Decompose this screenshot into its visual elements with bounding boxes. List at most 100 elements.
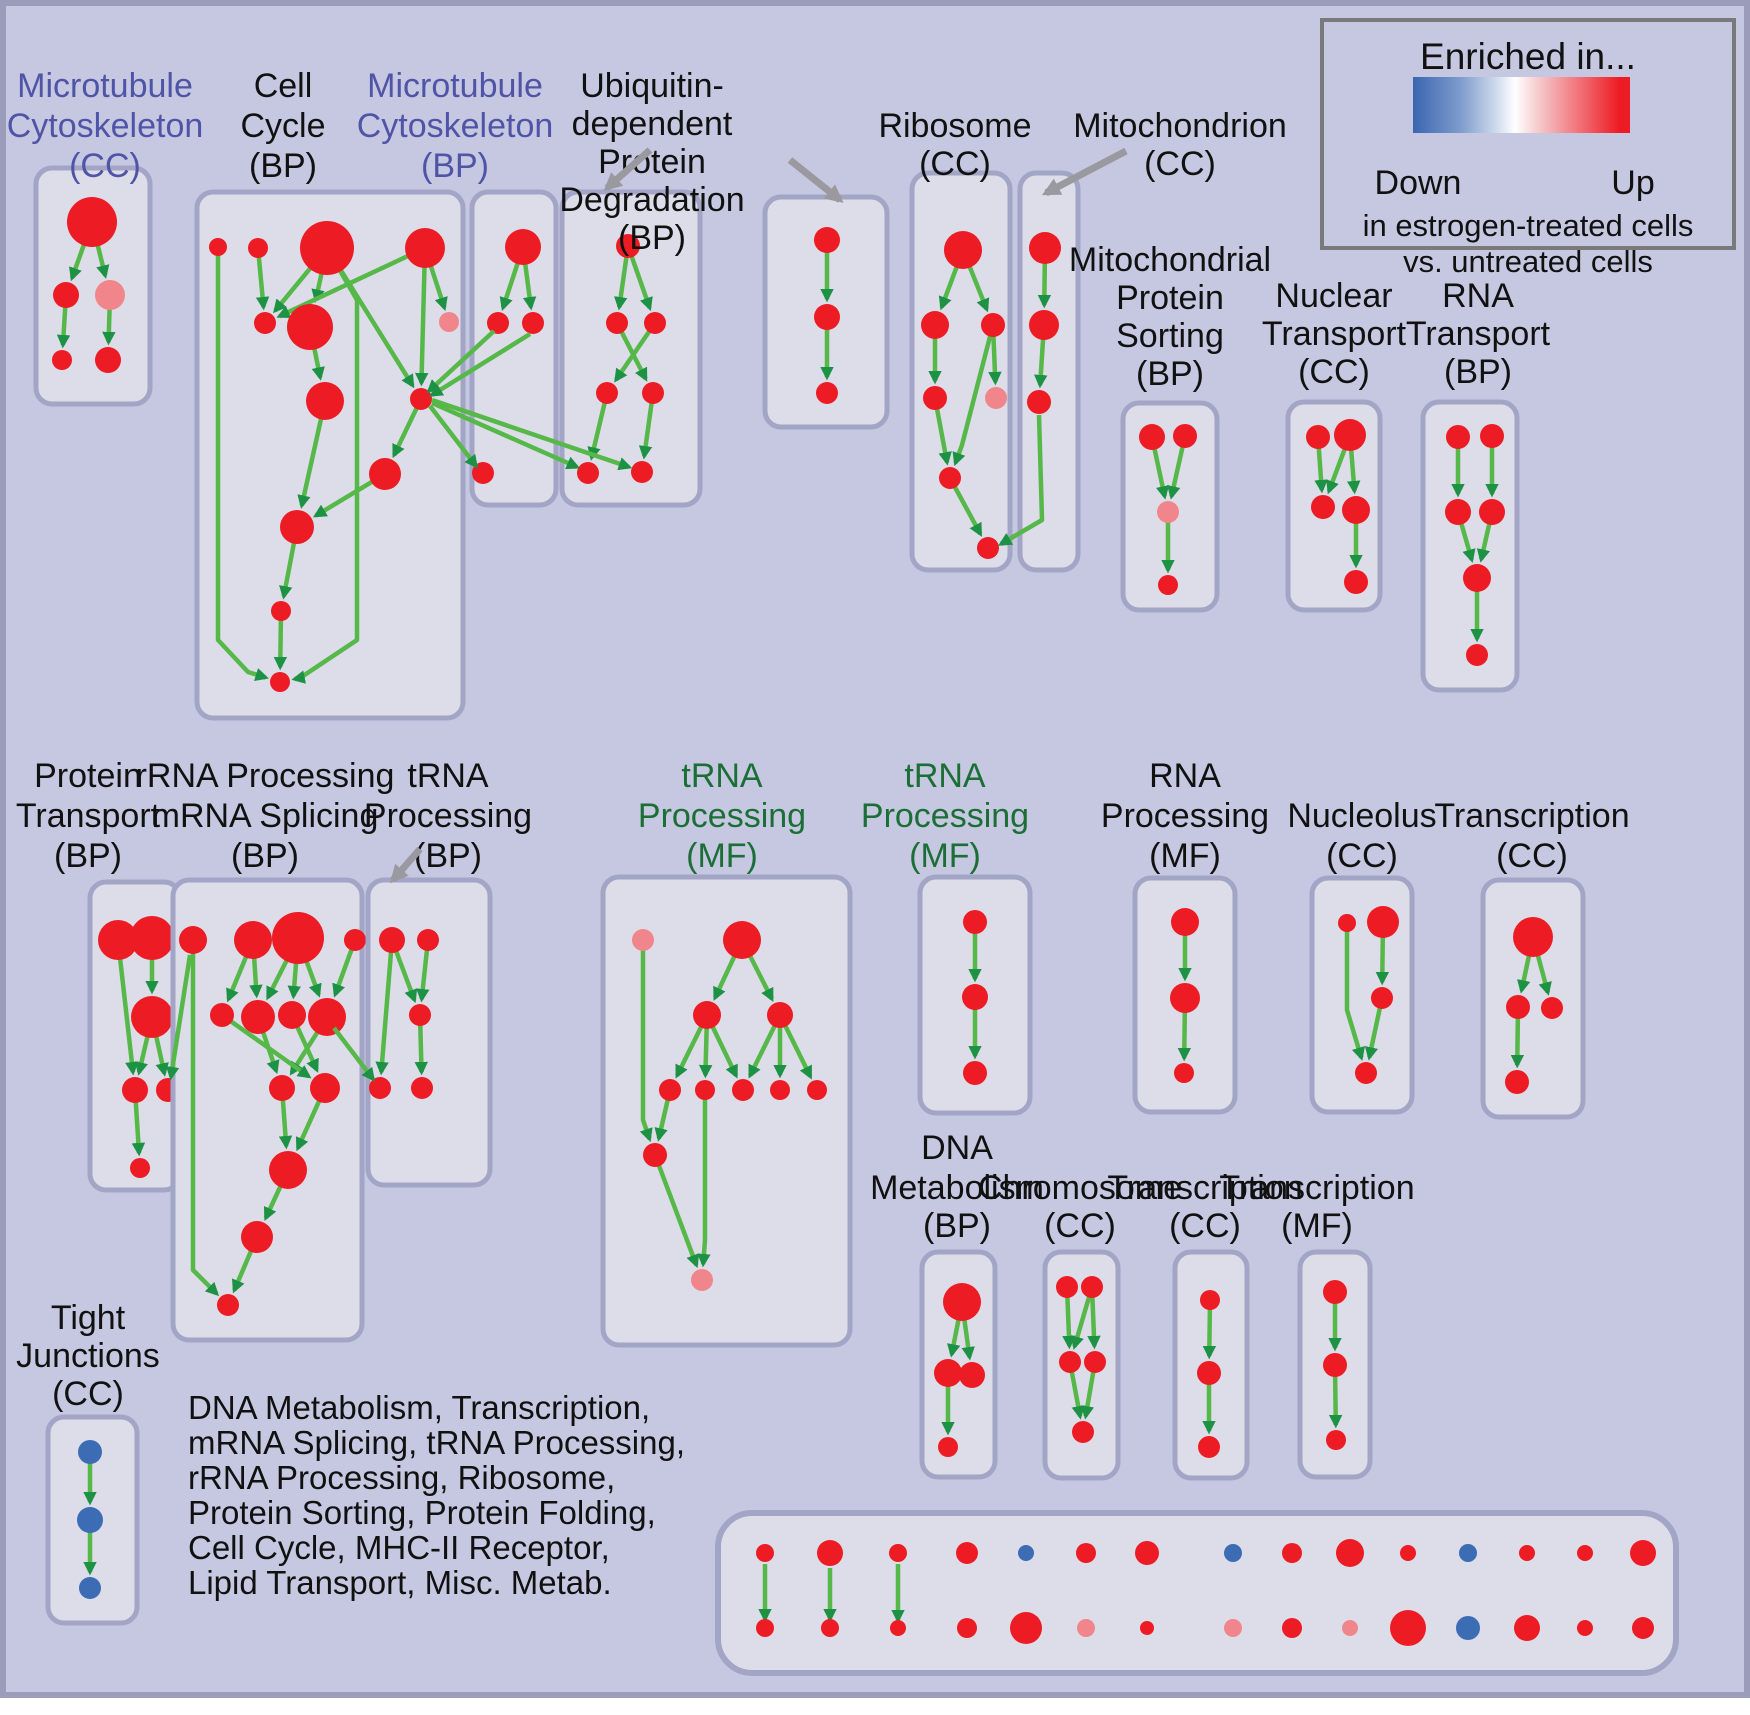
go-term-node: [596, 382, 618, 404]
go-term-node: [956, 1542, 978, 1564]
go-term-node: [1158, 575, 1178, 595]
cluster-chromosome-cc: Chromosome (CC): [978, 1169, 1182, 1481]
go-term-node: [693, 1001, 721, 1029]
cluster-nodes: [52, 197, 125, 373]
cluster-transcription-mf: Transcription (MF): [1219, 1169, 1415, 1480]
go-term-node: [691, 1269, 713, 1291]
go-term-node: [938, 1437, 958, 1457]
cluster-nodes: [1139, 424, 1197, 595]
grouped-terms-line: rRNA Processing, Ribosome,: [188, 1459, 616, 1496]
legend-up-label: Up: [1611, 164, 1655, 202]
edge-arrow: [952, 324, 996, 467]
cluster-label-mitochondrion-cc: Mitochondrion (CC): [1073, 107, 1287, 183]
cluster-nodes: [814, 227, 840, 404]
go-term-node: [1505, 1070, 1529, 1094]
cluster-misc-bottom-panel: [715, 1510, 1679, 1676]
cluster-protein-transport-bp: Protein Transport (BP): [16, 757, 183, 1193]
go-term-node: [632, 929, 654, 951]
go-term-node: [1010, 1612, 1042, 1644]
go-term-node: [807, 1080, 827, 1100]
go-term-node: [756, 1544, 774, 1562]
legend-box: Enriched in... Down Up in estrogen-treat…: [1320, 18, 1736, 279]
edge-arrow: [215, 247, 269, 681]
cluster-mitochondrial-protein-sorting-bp: Mitochondrial Protein Sorting (BP): [1069, 241, 1271, 613]
cluster-nodes: [632, 921, 827, 1291]
go-term-node: [209, 238, 227, 256]
go-term-node: [1027, 390, 1051, 414]
go-term-node: [1157, 501, 1179, 523]
go-term-node: [1135, 1541, 1159, 1565]
edge-arrow: [1344, 923, 1365, 1061]
go-term-node: [1140, 1621, 1154, 1635]
go-term-node: [417, 929, 439, 951]
legend-subtitle-1: in estrogen-treated cells: [1362, 208, 1694, 243]
go-term-node: [723, 921, 761, 959]
go-term-node: [1334, 419, 1366, 451]
go-term-node: [1077, 1619, 1095, 1637]
go-term-node: [957, 1618, 977, 1638]
cluster-label-cell-cycle-bp: Cell Cycle (BP): [240, 67, 325, 185]
cluster-nucleolus-cc: Nucleolus (CC): [1287, 797, 1437, 1115]
cluster-nodes: [1056, 1276, 1106, 1443]
cluster-label-mitochondrial-protein-sorting-bp: Mitochondrial Protein Sorting (BP): [1069, 241, 1271, 393]
go-term-node: [1338, 914, 1356, 932]
cluster-label-protein-transport-bp: Protein Transport (BP): [16, 757, 161, 875]
cluster-label-trna-processing-mf-1: tRNA Processing (MF): [638, 757, 806, 875]
cluster-label-transcription-mf: Transcription (MF): [1219, 1169, 1414, 1245]
go-term-node: [269, 1151, 307, 1189]
cluster-tight-junctions-cc: Tight Junctions (CC): [16, 1299, 160, 1626]
go-term-node: [271, 601, 291, 621]
go-term-node: [269, 1075, 295, 1101]
go-term-node: [934, 1359, 962, 1387]
go-term-node: [1072, 1421, 1094, 1443]
go-term-node: [379, 927, 405, 953]
cluster-label-trna-processing-bp: tRNA Processing (BP): [364, 757, 532, 875]
cluster-box: [909, 170, 1013, 573]
go-term-node: [1519, 1545, 1535, 1561]
cluster-label-tight-junctions-cc: Tight Junctions (CC): [16, 1299, 160, 1413]
go-term-node: [1200, 1290, 1220, 1310]
go-term-node: [1446, 425, 1470, 449]
cluster-cell-cycle-bp: Cell Cycle (BP): [194, 67, 466, 721]
cross-edge-cellcycle-hub-to-ubiq-right: [431, 397, 633, 471]
cluster-label-transcription-cc-bottom: Transcription (CC): [1107, 1169, 1302, 1245]
go-term-node: [814, 304, 840, 330]
mitochondrion-label-arrow: [1041, 147, 1128, 197]
go-term-node: [1577, 1620, 1593, 1636]
go-term-node: [770, 1080, 790, 1100]
cluster-rrna-processing-mrna-splicing-bp: rRNA Processing mRNA Splicing (BP): [136, 757, 394, 1343]
go-term-node: [963, 1061, 987, 1085]
cluster-label-ubiquitin-degradation-bp: Ubiquitin-dependent Protein Degradation (BP…: [559, 67, 744, 257]
go-term-node: [234, 921, 272, 959]
go-term-node: [254, 312, 276, 334]
go-term-node: [1323, 1280, 1347, 1304]
cluster-ubiquitin-degradation-bp: Ubiquitin-dependent Protein Degradation (BP…: [559, 67, 745, 508]
cluster-nodes: [1338, 906, 1399, 1084]
edge-arrow: [291, 246, 360, 684]
cluster-label-rna-processing-mf: RNA Processing (MF): [1101, 757, 1269, 875]
cluster-trna-processing-bp: tRNA Processing (BP): [364, 757, 532, 1188]
go-term-node: [977, 537, 999, 559]
cluster-nuclear-transport-cc: Nuclear Transport (CC): [1262, 277, 1407, 613]
go-term-node: [1139, 424, 1165, 450]
trna-bp-label-arrow: [390, 846, 423, 884]
go-term-node: [241, 1221, 273, 1253]
cluster-box: [1017, 170, 1081, 573]
edge-arrow: [614, 321, 657, 383]
cluster-nodes: [934, 1283, 985, 1457]
edge-arrow: [190, 940, 220, 1297]
go-term-node: [1630, 1540, 1656, 1566]
go-term-node: [409, 1004, 431, 1026]
go-term-node: [1336, 1539, 1364, 1567]
go-term-node: [1326, 1430, 1346, 1450]
cluster-box: [715, 1510, 1679, 1676]
cluster-nodes: [77, 1440, 103, 1599]
cross-edge-rrna-to-protein-transport: [165, 954, 193, 1081]
go-term-node: [79, 1577, 101, 1599]
cluster-transcription-cc-bottom: Transcription (CC): [1107, 1169, 1303, 1481]
go-term-node: [1198, 1436, 1220, 1458]
cluster-nodes: [1170, 908, 1200, 1083]
cross-edge-mcbp-mid1-to-cellcycle-hub: [426, 329, 496, 394]
cluster-nodes: [209, 221, 459, 692]
go-term-node: [1390, 1610, 1426, 1646]
